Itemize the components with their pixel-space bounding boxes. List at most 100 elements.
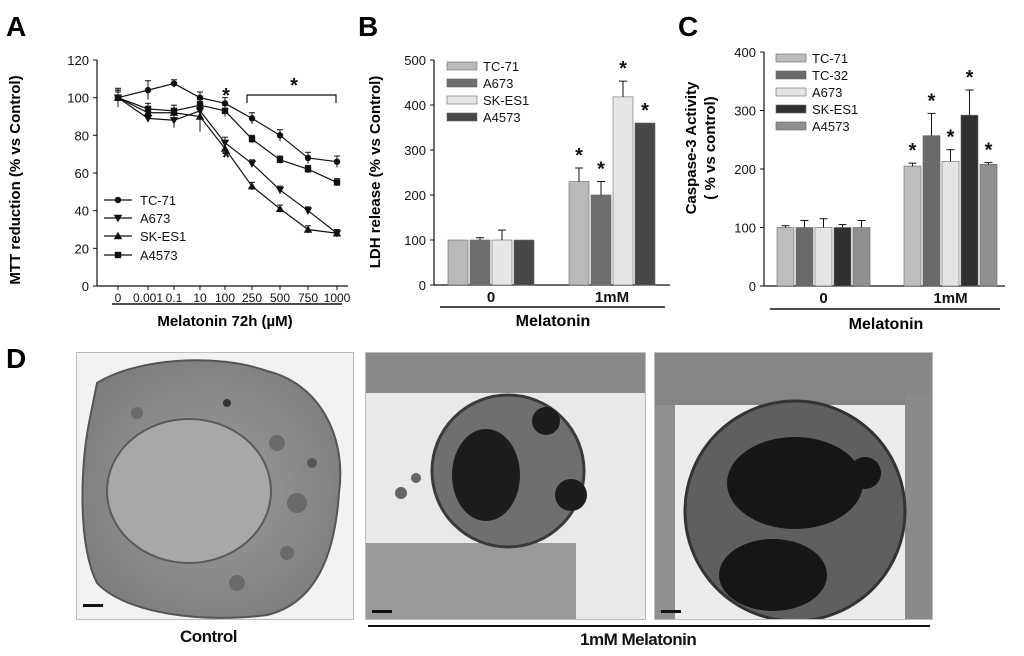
panel-a-xtick-label: 1000 bbox=[324, 291, 351, 305]
panel-a-xtick-label: 0.001 bbox=[133, 291, 163, 305]
panel-a-ytick-label: 100 bbox=[67, 91, 89, 106]
panel-b-category-label: 0 bbox=[487, 289, 495, 306]
panel-c: C Caspase-3 Activity ( % vs control) 0 10… bbox=[678, 11, 1005, 333]
panel-a-legend-marker bbox=[114, 196, 122, 204]
panel-a-annotations: * * * bbox=[222, 75, 337, 169]
panel-a-point-TC-71 bbox=[276, 132, 284, 139]
panel-b-bar-TC-71 bbox=[447, 239, 469, 286]
micrograph-melatonin-1-image bbox=[366, 353, 645, 619]
panel-c-bar-A673 bbox=[814, 227, 833, 287]
panel-c-legend-swatch bbox=[775, 104, 807, 114]
panel-c-ytick-label: 400 bbox=[734, 45, 756, 60]
panel-a-ylabel: MTT reduction (% vs Control) bbox=[7, 75, 24, 284]
panel-a-ytick-label: 20 bbox=[75, 241, 89, 256]
panel-a-point-SK-ES1 bbox=[332, 229, 342, 237]
panel-a-point-SK-ES1 bbox=[303, 225, 313, 233]
panel-c-yticks: 0 100 200 300 400 bbox=[734, 45, 764, 294]
panel-a-point-TC-71 bbox=[333, 158, 341, 165]
panel-c-ytick-label: 0 bbox=[749, 279, 756, 294]
panel-a-xlabel: Melatonin 72h (µM) bbox=[157, 313, 292, 330]
panel-a-ytick-label: 80 bbox=[75, 128, 89, 143]
panel-c-bar-TC-71 bbox=[776, 227, 795, 287]
panel-a-point-SK-ES1 bbox=[195, 112, 205, 120]
caption-group-line bbox=[368, 625, 930, 627]
panel-b-bar-A4573 bbox=[634, 122, 656, 286]
panel-b-legend-label: SK-ES1 bbox=[483, 93, 529, 108]
panel-a-ytick-label: 120 bbox=[67, 53, 89, 68]
panel-b-category-label: 1mM bbox=[595, 289, 629, 306]
panel-b-bar-A4573 bbox=[513, 239, 535, 286]
panel-b-bar-A673 bbox=[469, 239, 491, 286]
panel-a-ytick-label: 0 bbox=[82, 279, 89, 294]
micrograph-control-image bbox=[81, 359, 342, 619]
panel-a-legend-label: A673 bbox=[140, 211, 170, 226]
panel-a-point-SK-ES1 bbox=[247, 181, 257, 190]
panel-c-ytick-label: 300 bbox=[734, 104, 756, 119]
panel-c-xlabel: Melatonin bbox=[849, 316, 924, 333]
panel-c-bar-A4573 bbox=[979, 164, 998, 287]
panel-a-point-A673 bbox=[275, 186, 285, 195]
panel-a-letter: A bbox=[6, 11, 26, 42]
scale-bar-control bbox=[83, 604, 103, 607]
panel-a-legend-marker bbox=[114, 251, 122, 259]
panel-a-point-TC-71 bbox=[304, 154, 312, 162]
panel-c-legend-swatch bbox=[775, 53, 807, 63]
panel-a-point-A4573 bbox=[304, 166, 312, 173]
panel-b-legend-swatch bbox=[446, 78, 478, 88]
panel-c-sig-star: * bbox=[966, 67, 974, 89]
panel-c-ytick-label: 100 bbox=[734, 221, 756, 236]
panel-c-bar-TC-32 bbox=[922, 135, 941, 287]
panel-b-legend-swatch bbox=[446, 61, 478, 71]
panel-b-letter: B bbox=[358, 11, 378, 42]
panel-b-ytick-label: 0 bbox=[419, 278, 426, 293]
panel-c-legend-label: TC-32 bbox=[812, 68, 848, 83]
panel-a-point-A4573 bbox=[248, 135, 256, 143]
panel-a-yticks: 0 20 40 60 80 100 120 bbox=[67, 53, 97, 294]
panel-a-point-A673 bbox=[303, 207, 313, 215]
panel-b-bar-SK-ES1 bbox=[491, 239, 513, 286]
panel-b-legend-swatch bbox=[446, 112, 478, 122]
panel-c-legend-label: SK-ES1 bbox=[812, 102, 858, 117]
panel-a-point-A673 bbox=[143, 115, 153, 123]
panel-b-ytick-label: 200 bbox=[404, 188, 426, 203]
panel-b-xlabel: Melatonin bbox=[516, 313, 591, 330]
micrograph-melatonin-2 bbox=[654, 352, 933, 620]
panel-a-xtick-label: 750 bbox=[298, 291, 318, 305]
panel-c-category-label: 0 bbox=[819, 290, 827, 307]
panel-c-legend-swatch bbox=[775, 121, 807, 131]
panel-c-bar-TC-32 bbox=[795, 227, 814, 287]
panel-b-ytick-label: 500 bbox=[404, 53, 426, 68]
panel-b-bar-TC-71 bbox=[568, 181, 590, 286]
panel-c-sig-star: * bbox=[985, 140, 993, 162]
panel-b: B LDH release (% vs Control) 0 100 200 300 4… bbox=[358, 11, 670, 330]
panel-a-xtick-label: 0.1 bbox=[166, 291, 183, 305]
panel-a-series bbox=[113, 79, 342, 238]
panel-a-sig-star: * bbox=[222, 147, 230, 169]
panel-a-xtick-label: 10 bbox=[193, 291, 207, 305]
panel-a-point-A4573 bbox=[144, 105, 152, 113]
panel-b-bars: * * * * bbox=[447, 58, 656, 286]
panel-a-sig-star: * bbox=[222, 85, 230, 107]
panel-a-point-A4573 bbox=[170, 107, 178, 115]
panel-c-legend-swatch bbox=[775, 70, 807, 80]
panel-c-legend: TC-71 TC-32 A673 SK-ES1 A4573 bbox=[775, 51, 858, 134]
panel-a-point-SK-ES1 bbox=[220, 144, 230, 152]
panel-a-point-TC-71 bbox=[170, 80, 178, 87]
caption-melatonin-group: 1mM Melatonin bbox=[580, 630, 697, 649]
panel-c-sig-star: * bbox=[947, 127, 955, 149]
panel-b-ytick-label: 400 bbox=[404, 98, 426, 113]
panel-a-legend-label: TC-71 bbox=[140, 193, 176, 208]
panel-a-point-A4573 bbox=[276, 156, 284, 164]
panel-b-bar-SK-ES1 bbox=[612, 96, 634, 286]
panel-b-legend-label: A4573 bbox=[483, 110, 521, 125]
panel-a-point-TC-71 bbox=[248, 115, 256, 122]
panel-b-sig-star: * bbox=[619, 58, 627, 80]
panel-a-legend-label: SK-ES1 bbox=[140, 229, 186, 244]
panel-a-point-SK-ES1 bbox=[275, 204, 285, 212]
panel-a-legend-marker bbox=[113, 231, 123, 240]
panel-a-ytick-label: 60 bbox=[75, 166, 89, 181]
panel-c-letter: C bbox=[678, 11, 698, 42]
panel-b-legend: TC-71 A673 SK-ES1 A4573 bbox=[446, 59, 529, 125]
panel-b-sig-star: * bbox=[641, 100, 649, 122]
